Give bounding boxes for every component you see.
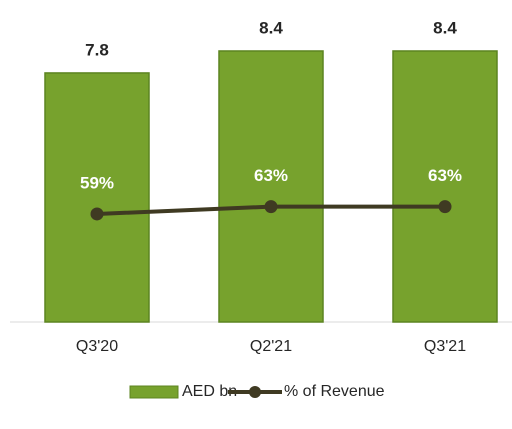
line-point — [438, 200, 452, 214]
legend-label: AED bn — [182, 383, 237, 400]
bar — [218, 50, 324, 323]
bar — [44, 72, 150, 323]
legend-swatch — [129, 385, 179, 399]
bar-value-label: 8.4 — [259, 18, 283, 37]
x-tick-label: Q3'20 — [76, 338, 118, 355]
line-value-label: 63% — [428, 166, 462, 185]
line-point — [90, 207, 104, 221]
bar-value-label: 7.8 — [85, 40, 109, 59]
bar-value-label: 8.4 — [433, 18, 457, 37]
line-value-label: 59% — [80, 173, 114, 192]
legend-label: % of Revenue — [284, 383, 385, 400]
legend-swatch — [249, 386, 261, 398]
bar — [392, 50, 498, 323]
x-tick-label: Q2'21 — [250, 338, 292, 355]
line-value-label: 63% — [254, 166, 288, 185]
line-point — [264, 200, 278, 214]
x-tick-label: Q3'21 — [424, 338, 466, 355]
